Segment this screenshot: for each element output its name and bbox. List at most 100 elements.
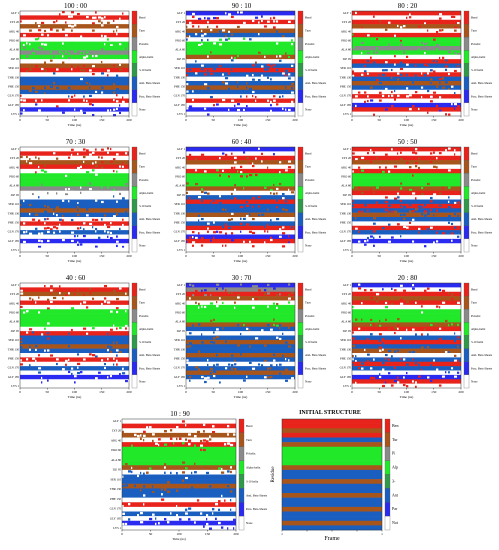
band-2 <box>186 19 295 25</box>
speckle <box>35 65 39 68</box>
speckle <box>439 288 442 292</box>
y-tick-label: ALA 80 <box>9 184 19 188</box>
speckle <box>267 166 269 169</box>
band-23 <box>186 383 295 389</box>
speckle <box>92 16 96 19</box>
speckle <box>379 81 382 85</box>
legend-swatch <box>297 322 304 336</box>
speckle <box>367 209 369 212</box>
speckle <box>35 99 37 102</box>
speckle <box>170 452 173 455</box>
band-11 <box>20 59 129 64</box>
speckle <box>26 55 29 58</box>
band-23 <box>20 111 129 117</box>
band-18 <box>20 361 129 367</box>
speckle <box>68 99 71 102</box>
speckle <box>56 206 60 209</box>
speckle <box>421 72 423 75</box>
legend-swatch <box>297 37 304 51</box>
speckle <box>122 342 124 345</box>
speckle <box>370 309 372 312</box>
speckle <box>454 29 457 32</box>
speckle <box>228 72 230 75</box>
speckle <box>222 29 226 32</box>
legend-swatch <box>131 348 138 362</box>
y-tick-label: GLY 185 <box>8 103 20 107</box>
speckle <box>119 287 122 290</box>
speckle <box>215 517 217 520</box>
speckle <box>261 213 265 216</box>
speckle <box>279 171 281 174</box>
speckle <box>282 107 284 110</box>
speckle <box>225 12 227 15</box>
speckle <box>62 214 64 218</box>
heatmap-bands <box>352 283 461 389</box>
speckle <box>101 302 103 306</box>
speckle <box>216 103 219 106</box>
speckle <box>376 300 379 303</box>
speckle <box>291 191 294 194</box>
speckle <box>379 91 382 94</box>
y-tick-label: PRO 60 <box>9 39 19 43</box>
speckle <box>427 212 430 216</box>
band-3 <box>352 296 461 301</box>
speckle <box>210 302 214 305</box>
band-12 <box>352 335 461 341</box>
speckle <box>448 351 450 354</box>
band-21 <box>186 238 295 244</box>
speckle <box>195 243 199 247</box>
speckle <box>373 376 376 380</box>
band-10 <box>20 190 129 196</box>
speckle <box>421 95 423 99</box>
speckle <box>62 82 64 85</box>
x-tick-label: 200 <box>126 254 132 258</box>
band-20 <box>186 234 295 240</box>
speckle <box>451 103 453 106</box>
speckle <box>204 289 207 292</box>
speckle <box>68 318 71 321</box>
speckle <box>228 346 231 349</box>
speckle <box>370 318 373 322</box>
speckle <box>203 460 205 464</box>
speckle <box>201 68 204 71</box>
speckle <box>216 328 219 331</box>
band-10 <box>20 54 129 60</box>
speckle <box>379 375 382 379</box>
legend-label: Anti. Beta-Sheets <box>305 353 327 357</box>
speckle <box>179 437 182 440</box>
speckle <box>385 69 388 72</box>
speckle <box>29 68 33 71</box>
y-tick-label: PHE 150 <box>8 220 19 224</box>
speckle <box>430 100 433 103</box>
speckle <box>400 204 402 208</box>
speckle <box>101 60 103 64</box>
speckle <box>119 17 121 20</box>
legend-label: Anti. Beta-Sheets <box>305 81 327 85</box>
speckle <box>382 226 385 230</box>
speckle <box>140 437 142 441</box>
speckle <box>379 346 383 349</box>
speckle <box>282 197 285 200</box>
band-16 <box>352 217 461 222</box>
legend-label: None <box>305 243 312 247</box>
speckle <box>77 65 80 69</box>
band-7 <box>122 451 236 457</box>
speckle <box>394 326 398 330</box>
y-tick-label: GLY 1 <box>113 419 122 423</box>
speckle <box>249 174 253 177</box>
speckle <box>264 25 267 28</box>
speckle <box>47 205 50 208</box>
speckle <box>56 174 58 178</box>
speckle <box>38 165 40 169</box>
speckle <box>264 55 266 58</box>
speckle <box>209 435 211 438</box>
speckle <box>122 100 125 103</box>
speckle <box>231 15 234 19</box>
y-tick-label: LYS 1 <box>343 384 351 388</box>
speckle <box>276 192 278 195</box>
speckle <box>385 166 387 169</box>
speckle <box>379 166 381 169</box>
speckle <box>394 331 396 335</box>
band-17 <box>186 357 295 363</box>
legend-label: Para. Beta-Sheets <box>471 366 493 370</box>
